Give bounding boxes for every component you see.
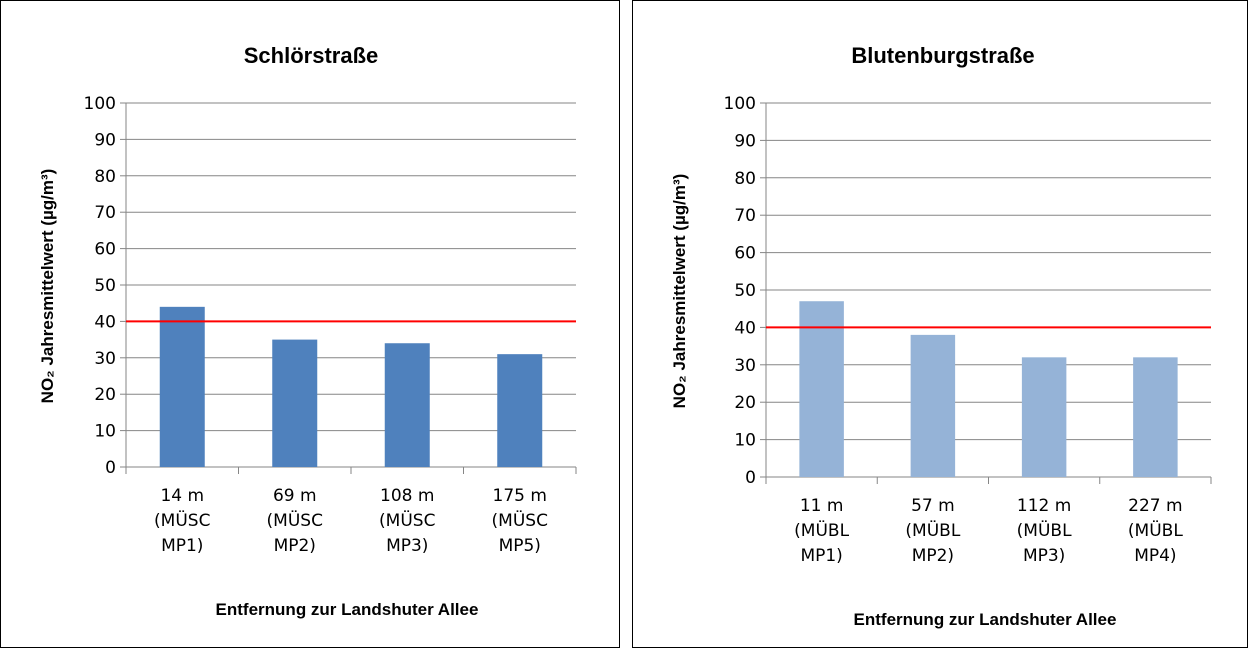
x-category-label: MP3) bbox=[1023, 546, 1065, 566]
x-category-label: 57 m bbox=[911, 496, 955, 516]
x-category-label: (MÜBL bbox=[1128, 519, 1183, 541]
y-tick-label: 90 bbox=[94, 130, 116, 150]
x-axis-label: Entfernung zur Landshuter Allee bbox=[854, 610, 1117, 629]
x-category-label: 175 m bbox=[493, 486, 547, 506]
chart-panel-schloerstrasse: Schlörstraße NO₂ Jahresmittelwert (µg/m³… bbox=[0, 0, 620, 648]
y-tick-label: 20 bbox=[94, 385, 116, 405]
x-category-label: MP1) bbox=[800, 546, 842, 566]
y-tick-label: 70 bbox=[94, 203, 116, 223]
bar bbox=[159, 306, 205, 467]
x-category-label: 69 m bbox=[273, 486, 317, 506]
bar bbox=[1133, 357, 1178, 477]
y-tick-label: 40 bbox=[734, 318, 756, 338]
x-category-label: 227 m bbox=[1128, 496, 1182, 516]
x-category-label: 11 m bbox=[800, 496, 844, 516]
x-category-label: 14 m bbox=[160, 486, 204, 506]
y-tick-label: 100 bbox=[724, 94, 756, 114]
y-tick-label: 60 bbox=[94, 240, 116, 260]
x-category-label: (MÜSC bbox=[492, 509, 548, 531]
x-category-label: (MÜSC bbox=[379, 509, 435, 531]
bar bbox=[1021, 357, 1067, 477]
bar bbox=[910, 334, 956, 477]
x-category-label: (MÜBL bbox=[905, 519, 960, 541]
x-category-label: 108 m bbox=[380, 486, 434, 506]
y-tick-label: 50 bbox=[94, 276, 116, 296]
y-tick-label: 70 bbox=[734, 206, 756, 226]
x-category-label: (MÜBL bbox=[794, 519, 849, 541]
bar bbox=[497, 354, 543, 467]
y-tick-label: 40 bbox=[94, 312, 116, 332]
bar bbox=[799, 301, 844, 477]
y-tick-label: 50 bbox=[734, 281, 756, 301]
bar-chart-blutenburgstrasse: Blutenburgstraße NO₂ Jahresmittelwert (µ… bbox=[670, 43, 1212, 629]
x-category-label: MP1) bbox=[161, 536, 203, 556]
y-tick-label: 30 bbox=[734, 356, 756, 376]
y-tick-label: 100 bbox=[84, 94, 116, 114]
y-tick-label: 90 bbox=[734, 131, 756, 151]
x-category-label: (MÜBL bbox=[1017, 519, 1072, 541]
y-tick-label: 10 bbox=[94, 422, 116, 442]
x-category-label: MP4) bbox=[1134, 546, 1176, 566]
chart-title: Blutenburgstraße bbox=[851, 43, 1034, 68]
y-tick-label: 30 bbox=[94, 349, 116, 369]
chart-panel-blutenburgstrasse: Blutenburgstraße NO₂ Jahresmittelwert (µ… bbox=[632, 0, 1248, 648]
x-category-label: MP3) bbox=[386, 536, 428, 556]
x-category-label: MP2) bbox=[912, 546, 954, 566]
bar-chart-schloerstrasse: Schlörstraße NO₂ Jahresmittelwert (µg/m³… bbox=[38, 43, 577, 619]
x-category-label: 112 m bbox=[1017, 496, 1071, 516]
bar bbox=[272, 339, 318, 467]
chart-title: Schlörstraße bbox=[244, 43, 379, 68]
y-tick-label: 80 bbox=[734, 169, 756, 189]
y-axis-label: NO₂ Jahresmittelwert (µg/m³) bbox=[38, 169, 57, 404]
x-category-label: (MÜSC bbox=[267, 509, 323, 531]
y-tick-label: 10 bbox=[734, 431, 756, 451]
y-tick-label: 0 bbox=[105, 458, 116, 478]
y-tick-label: 0 bbox=[745, 468, 756, 488]
x-category-label: MP5) bbox=[499, 536, 541, 556]
y-axis-label: NO₂ Jahresmittelwert (µg/m³) bbox=[670, 174, 689, 409]
y-tick-label: 60 bbox=[734, 244, 756, 264]
x-category-label: (MÜSC bbox=[154, 509, 210, 531]
x-category-label: MP2) bbox=[274, 536, 316, 556]
bar bbox=[384, 343, 430, 467]
x-axis-label: Entfernung zur Landshuter Allee bbox=[216, 600, 479, 619]
y-tick-label: 20 bbox=[734, 393, 756, 413]
y-tick-label: 80 bbox=[94, 167, 116, 187]
